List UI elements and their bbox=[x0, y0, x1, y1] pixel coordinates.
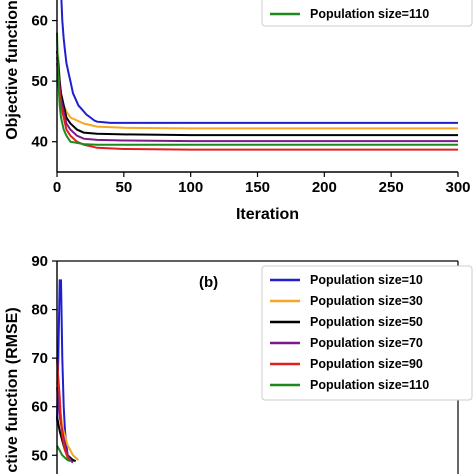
x-tick-label-a: 300 bbox=[445, 179, 470, 196]
series-line-a-1 bbox=[60, 0, 458, 124]
y-tick-label-b: 90 bbox=[31, 253, 48, 270]
legend-label-b: Population size=70 bbox=[310, 336, 423, 350]
legend-box-b bbox=[261, 265, 473, 401]
legend-label-b: Population size=90 bbox=[310, 357, 423, 371]
x-tick-label-a: 250 bbox=[379, 179, 404, 196]
series-line-a-2 bbox=[56, 50, 458, 130]
y-tick-label-a: 50 bbox=[31, 73, 48, 90]
y-tick-label-b: 60 bbox=[31, 399, 48, 416]
y-axis-label-a: Objective function bbox=[4, 0, 21, 140]
legend-label-b: Population size=110 bbox=[310, 378, 429, 392]
series-line-b-5 bbox=[56, 358, 72, 461]
legend-label-b: Population size=30 bbox=[310, 294, 423, 308]
x-tick-label-a: 0 bbox=[53, 179, 61, 196]
legend-label-b: Population size=50 bbox=[310, 315, 423, 329]
series-line-a-5 bbox=[56, 62, 458, 151]
x-tick-label-a: 100 bbox=[178, 179, 203, 196]
series-line-a-6 bbox=[56, 32, 458, 146]
y-tick-label-b: 80 bbox=[31, 302, 48, 319]
legend-label-a: Population size=110 bbox=[310, 7, 429, 21]
series-line-b-6 bbox=[56, 445, 71, 463]
y-axis-label-b: ctive function (RMSE) bbox=[4, 307, 21, 472]
legend-label-b: Population size=10 bbox=[310, 273, 423, 287]
y-tick-label-a: 40 bbox=[31, 134, 48, 151]
x-tick-label-a: 150 bbox=[245, 179, 270, 196]
y-tick-label-b: 50 bbox=[31, 447, 48, 464]
y-tick-label-b: 70 bbox=[31, 350, 48, 367]
y-tick-label-a: 60 bbox=[31, 13, 48, 30]
legend-box-a bbox=[261, 0, 473, 27]
x-tick-label-a: 50 bbox=[115, 179, 132, 196]
panel-label-b: (b) bbox=[199, 274, 218, 291]
x-tick-label-a: 200 bbox=[312, 179, 337, 196]
x-axis-label-a: Iteration bbox=[236, 206, 299, 223]
